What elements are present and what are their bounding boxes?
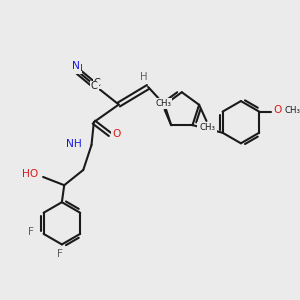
- Text: N: N: [75, 64, 82, 73]
- Text: O: O: [274, 105, 282, 115]
- Text: CH₃: CH₃: [155, 99, 171, 108]
- Text: C: C: [94, 78, 100, 88]
- Text: CH₃: CH₃: [285, 106, 300, 115]
- Text: HO: HO: [22, 169, 39, 179]
- Text: F: F: [28, 227, 34, 237]
- Text: O: O: [112, 130, 121, 140]
- Text: CH₃: CH₃: [200, 123, 216, 132]
- Text: N: N: [72, 61, 80, 71]
- Text: H: H: [140, 72, 147, 82]
- Text: NH: NH: [66, 139, 82, 148]
- Text: N: N: [198, 122, 206, 133]
- Text: F: F: [57, 249, 63, 259]
- Text: C: C: [91, 81, 98, 92]
